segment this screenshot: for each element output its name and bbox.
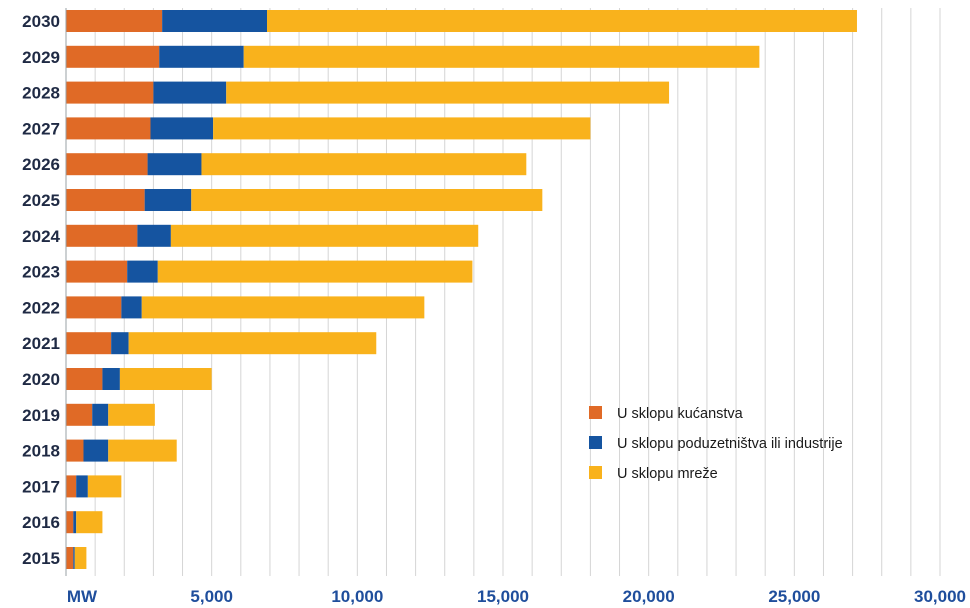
y-tick-label: 2016 <box>22 513 60 532</box>
bar-2018-series-2 <box>83 439 109 462</box>
bar-2020-series-1 <box>66 368 103 390</box>
bar-2024-series-3 <box>170 224 479 247</box>
legend-swatch <box>589 406 602 419</box>
bar-2018-series-1 <box>66 439 84 462</box>
legend-label: U sklopu mreže <box>617 466 718 482</box>
x-tick-label: 10,000 <box>331 587 383 606</box>
y-tick-labels: 2030 2029 2028 2027 2026 2025 2024 2023 2022 2021… <box>22 12 60 568</box>
y-tick-label: 2028 <box>22 84 60 103</box>
bar-2016-series-2 <box>73 511 77 534</box>
bar-2028-series-3 <box>226 81 670 104</box>
bar-2029-series-3 <box>243 45 760 68</box>
y-tick-label: 2029 <box>22 48 60 67</box>
bar-2019-series-1 <box>66 403 93 426</box>
y-tick-label: 2018 <box>22 442 60 461</box>
bar-2026-series-3 <box>201 153 527 176</box>
x-axis-unit-label: MW <box>67 587 98 606</box>
y-tick-label: 2019 <box>22 406 60 425</box>
x-tick-label: 15,000 <box>477 587 529 606</box>
legend-swatch <box>589 436 602 449</box>
x-tick-label: 30,000 <box>914 587 966 606</box>
bar-2022-series-3 <box>141 296 425 319</box>
bar-2027-series-2 <box>150 117 214 140</box>
bar-2021-series-3 <box>128 332 377 355</box>
bar-2029-series-1 <box>66 45 160 68</box>
y-tick-label: 2020 <box>22 370 60 389</box>
bar-2023-series-2 <box>127 260 158 283</box>
y-tick-label: 2022 <box>22 298 60 317</box>
bar-2026-series-1 <box>66 153 148 176</box>
legend: U sklopu kućanstva U sklopu poduzetništva… <box>589 406 843 482</box>
bar-2024-series-2 <box>137 224 171 247</box>
bar-2023-series-1 <box>66 260 128 283</box>
bar-2020-series-3 <box>119 368 212 390</box>
bar-2023-series-3 <box>157 260 473 283</box>
y-tick-label: 2024 <box>22 227 60 246</box>
bar-2025-series-2 <box>144 189 192 211</box>
bar-2015-series-2 <box>73 547 75 569</box>
y-tick-label: 2026 <box>22 155 60 174</box>
bar-2028-series-2 <box>153 81 227 104</box>
y-tick-label: 2017 <box>22 477 60 496</box>
x-tick-labels: MW 5,000 10,000 15,000 20,000 25,000 30,000 <box>67 587 966 606</box>
y-tick-label: 2025 <box>22 191 60 210</box>
bar-2016-series-1 <box>66 511 74 534</box>
bar-2025-series-3 <box>191 189 543 211</box>
x-tick-label: 5,000 <box>190 587 233 606</box>
bar-2016-series-3 <box>76 511 103 534</box>
bar-2021-series-1 <box>66 332 112 355</box>
bar-2017-series-2 <box>76 475 88 498</box>
bar-2020-series-2 <box>102 368 120 390</box>
bar-2027-series-3 <box>213 117 591 140</box>
bar-2021-series-2 <box>111 332 129 355</box>
y-tick-label: 2015 <box>22 549 60 568</box>
y-tick-label: 2023 <box>22 263 60 282</box>
bar-2015-series-1 <box>66 547 74 569</box>
bar-2022-series-1 <box>66 296 122 319</box>
y-tick-label: 2030 <box>22 12 60 31</box>
bar-2015-series-3 <box>74 547 87 569</box>
bar-2030-series-3 <box>267 10 857 32</box>
bar-2017-series-1 <box>66 475 77 498</box>
y-tick-label: 2027 <box>22 119 60 138</box>
x-tick-label: 20,000 <box>623 587 675 606</box>
legend-label: U sklopu poduzetništva ili industrije <box>617 436 843 452</box>
bar-2029-series-2 <box>159 45 244 68</box>
bar-2030-series-2 <box>162 10 268 32</box>
bar-2027-series-1 <box>66 117 151 140</box>
legend-swatch <box>589 466 602 479</box>
bar-2018-series-3 <box>108 439 177 462</box>
x-tick-label: 25,000 <box>768 587 820 606</box>
bar-2024-series-1 <box>66 224 138 247</box>
bar-2019-series-3 <box>108 403 155 426</box>
bar-2028-series-1 <box>66 81 154 104</box>
legend-label: U sklopu kućanstva <box>617 406 744 422</box>
bar-2030-series-1 <box>66 10 163 32</box>
bar-2025-series-1 <box>66 189 145 211</box>
bars <box>66 10 857 569</box>
y-tick-label: 2021 <box>22 334 60 353</box>
bar-2017-series-3 <box>87 475 122 498</box>
bar-2022-series-2 <box>121 296 142 319</box>
bar-2026-series-2 <box>147 153 202 176</box>
bar-2019-series-2 <box>92 403 109 426</box>
